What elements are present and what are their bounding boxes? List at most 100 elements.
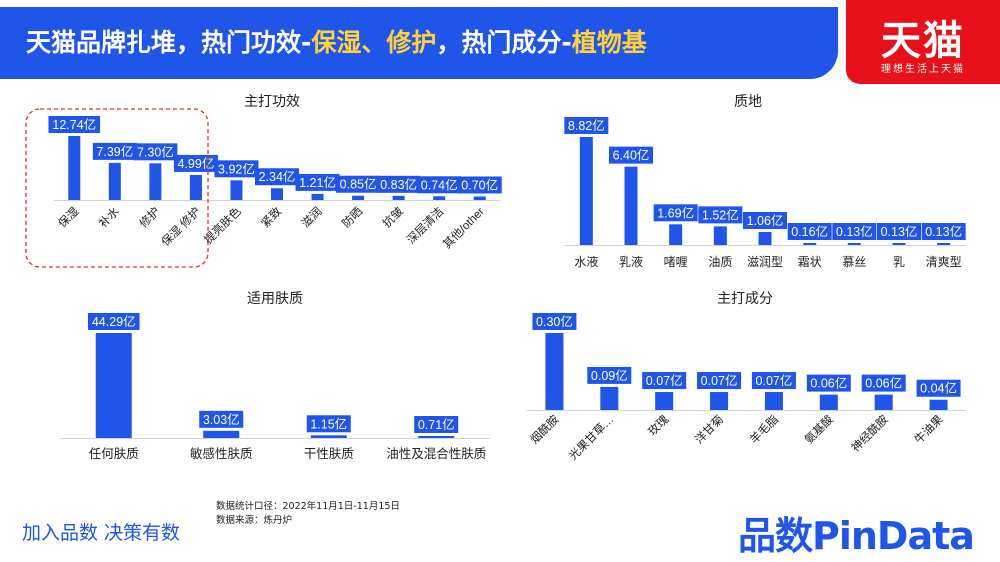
- data-label: 0.07亿: [701, 373, 738, 388]
- category-label: 羊毛脂: [747, 412, 781, 446]
- category-label: 光果甘草…: [566, 412, 617, 463]
- data-label: 0.71亿: [418, 417, 455, 432]
- bar: [149, 163, 162, 200]
- data-label-box: [642, 372, 687, 390]
- chart-title: 主打成分: [717, 290, 773, 306]
- data-period: 数据统计口径：2022年11月1日-11月15日: [216, 501, 400, 512]
- category-label: 油质: [708, 255, 732, 269]
- category-label: 油性及混合性肤质: [386, 446, 486, 461]
- data-label: 12.74亿: [52, 117, 96, 132]
- category-label: 洋甘菊: [692, 412, 726, 446]
- category-label: 啫喱: [664, 255, 688, 269]
- data-source: 数据来源：炼丹炉: [216, 515, 293, 526]
- category-label: 滋润: [299, 204, 325, 230]
- category-label: 提亮肤色: [201, 204, 244, 247]
- data-label-box: [199, 410, 244, 428]
- data-label-box: [133, 143, 178, 161]
- data-label: 2.34亿: [259, 169, 296, 184]
- bar: [95, 333, 132, 438]
- data-label-box: [376, 175, 421, 193]
- bar: [669, 224, 683, 245]
- bar: [311, 193, 324, 200]
- data-source-note: 数据统计口径：2022年11月1日-11月15日 数据来源：炼丹炉: [216, 500, 400, 528]
- data-label: 0.16亿: [791, 224, 828, 239]
- data-label-box: [751, 372, 796, 390]
- data-label: 0.04亿: [920, 381, 957, 396]
- category-label: 水液: [574, 254, 598, 269]
- highlight-frame: [25, 108, 209, 268]
- category-label: 保湿 修护: [158, 204, 203, 249]
- bar: [271, 188, 283, 200]
- category-label: 修护: [136, 204, 162, 230]
- bar: [764, 392, 783, 410]
- data-label-box: [587, 366, 632, 384]
- bar: [803, 243, 817, 245]
- category-label: 防晒: [339, 204, 365, 230]
- bar: [310, 435, 347, 438]
- data-label-box: [214, 160, 259, 178]
- data-label-box: [255, 168, 299, 186]
- data-label-box: [295, 173, 340, 191]
- bar: [418, 436, 455, 438]
- data-label: 0.85亿: [340, 177, 377, 192]
- data-label-box: [806, 374, 851, 392]
- data-label: 0.06亿: [865, 376, 902, 391]
- data-label: 0.13亿: [881, 224, 918, 239]
- page-title: 天猫品牌扎堆，热门功效-保湿、修护，热门成分-植物基: [26, 7, 647, 79]
- title-middle: ，热门成分-: [436, 28, 572, 57]
- data-label-box: [787, 223, 832, 240]
- bar: [68, 136, 81, 200]
- data-label-box: [916, 379, 961, 397]
- data-label: 0.09亿: [591, 368, 628, 383]
- bar: [600, 386, 619, 410]
- category-label: 乳液: [619, 254, 643, 269]
- data-label: 8.82亿: [568, 118, 605, 133]
- bar: [758, 232, 772, 245]
- bar: [874, 394, 893, 410]
- data-label-box: [92, 142, 137, 160]
- data-label-box: [564, 117, 609, 134]
- category-label: 补水: [96, 205, 122, 231]
- data-label: 7.39亿: [96, 144, 133, 159]
- category-label: 玫瑰: [645, 412, 672, 439]
- bar: [473, 196, 486, 200]
- data-label-box: [861, 374, 906, 392]
- bar: [624, 166, 638, 245]
- pindata-logo: 品数PinData: [738, 514, 975, 558]
- category-label: 烟酰胺: [527, 412, 562, 447]
- bar: [352, 195, 365, 200]
- category-label: 清爽型: [926, 255, 962, 269]
- bar: [189, 174, 202, 200]
- data-label-box: [698, 206, 743, 224]
- category-label: 深层清洁: [404, 204, 446, 246]
- data-label-box: [653, 204, 698, 222]
- category-label: 霜状: [798, 255, 822, 269]
- category-label: 乳: [893, 255, 905, 269]
- data-label: 0.13亿: [836, 224, 873, 239]
- data-label-box: [832, 223, 877, 240]
- title-highlight-effects: 保湿、修护: [311, 28, 437, 57]
- bar: [937, 243, 951, 245]
- data-label-box: [743, 212, 787, 230]
- data-label-box: [417, 176, 462, 194]
- chart-title: 适用肤质: [247, 290, 303, 306]
- tmall-logo-slogan: 理想生活上天猫: [881, 64, 965, 75]
- category-label: 慕丝: [842, 255, 866, 269]
- data-label-box: [48, 116, 101, 133]
- data-label-box: [336, 175, 381, 193]
- bar: [433, 196, 446, 200]
- footer-slogan: 加入品数 决策有数: [22, 522, 181, 544]
- bar: [713, 226, 727, 245]
- data-label-box: [532, 313, 577, 330]
- tmall-logo: 天猫 理想生活上天猫: [846, 0, 1000, 84]
- data-label-box: [877, 223, 921, 240]
- data-label: 0.70亿: [461, 177, 498, 192]
- category-label: 保湿: [55, 204, 82, 231]
- category-label: 任何肤质: [89, 446, 139, 461]
- bar: [230, 180, 243, 200]
- bar: [929, 399, 948, 410]
- category-label: 氨基酸: [802, 412, 837, 447]
